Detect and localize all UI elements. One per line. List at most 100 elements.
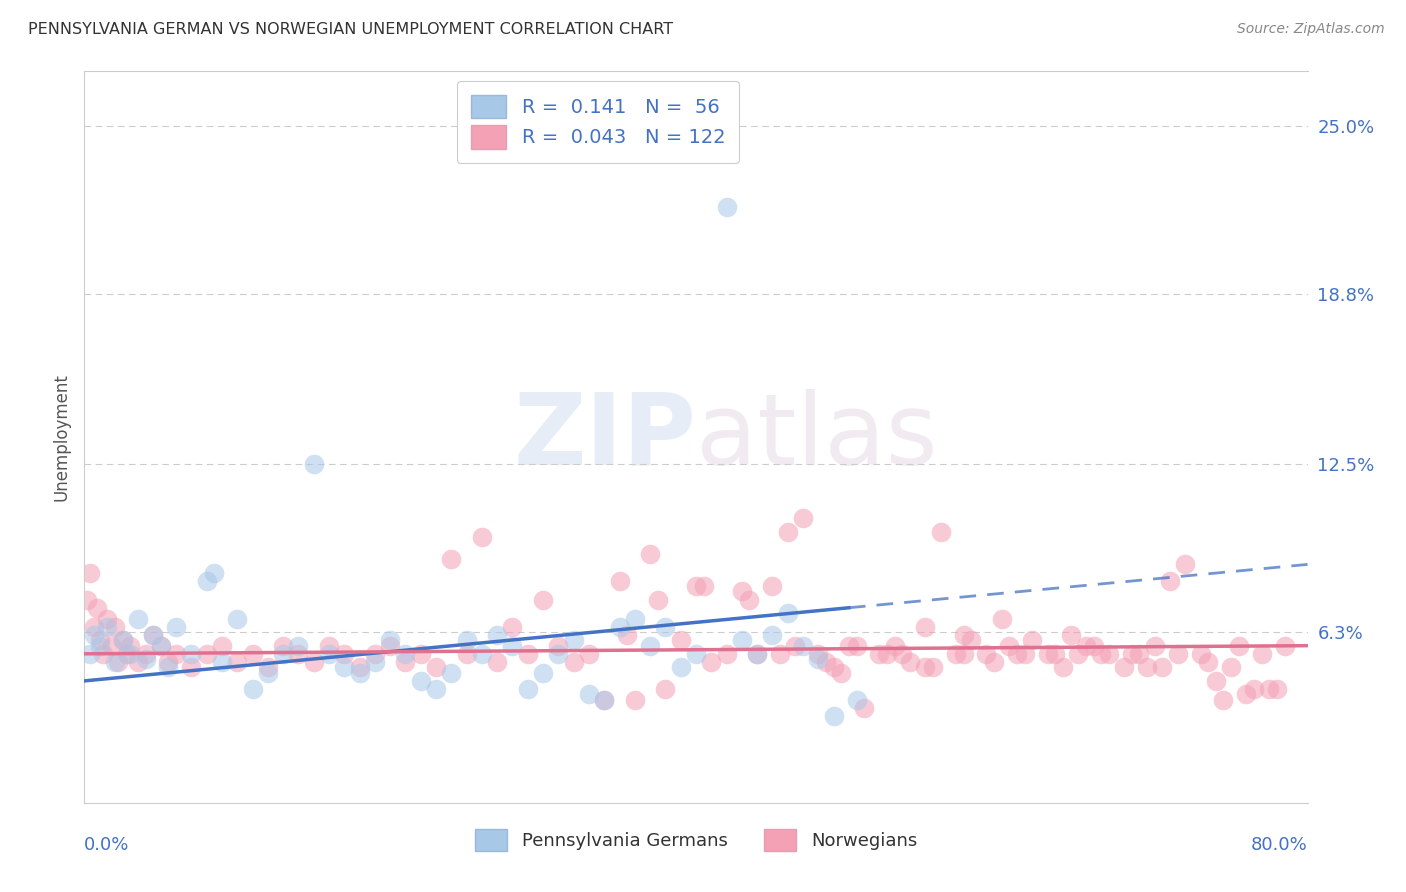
- Point: [1174, 558, 1197, 572]
- Point: [86, 600, 108, 615]
- Point: [157, 660, 180, 674]
- Point: [226, 611, 249, 625]
- Point: [79, 566, 101, 580]
- Point: [700, 655, 723, 669]
- Point: [149, 639, 172, 653]
- Point: [945, 647, 967, 661]
- Point: [578, 647, 600, 661]
- Point: [76, 592, 98, 607]
- Point: [242, 681, 264, 696]
- Text: Source: ZipAtlas.com: Source: ZipAtlas.com: [1237, 22, 1385, 37]
- Point: [440, 665, 463, 680]
- Point: [364, 647, 387, 661]
- Point: [333, 647, 356, 661]
- Point: [502, 620, 524, 634]
- Point: [271, 639, 294, 653]
- Point: [647, 592, 669, 607]
- Point: [998, 639, 1021, 653]
- Point: [211, 655, 233, 669]
- Point: [952, 628, 974, 642]
- Point: [516, 647, 538, 661]
- Point: [776, 524, 799, 539]
- Point: [104, 655, 127, 669]
- Point: [531, 665, 554, 680]
- Point: [823, 709, 845, 723]
- Point: [761, 579, 783, 593]
- Point: [1014, 647, 1036, 661]
- Point: [425, 681, 447, 696]
- Point: [127, 611, 149, 625]
- Point: [394, 655, 416, 669]
- Point: [845, 639, 868, 653]
- Point: [1121, 647, 1143, 661]
- Point: [761, 628, 783, 642]
- Point: [89, 633, 111, 648]
- Point: [271, 647, 294, 661]
- Point: [257, 665, 280, 680]
- Point: [807, 652, 830, 666]
- Point: [1265, 681, 1288, 696]
- Point: [135, 652, 157, 666]
- Point: [380, 633, 402, 648]
- Point: [1045, 647, 1067, 661]
- Point: [1136, 660, 1159, 674]
- Point: [792, 511, 814, 525]
- Point: [952, 647, 974, 661]
- Point: [991, 611, 1014, 625]
- Point: [929, 524, 952, 539]
- Point: [502, 639, 524, 653]
- Point: [876, 647, 898, 661]
- Point: [731, 584, 754, 599]
- Point: [983, 655, 1005, 669]
- Point: [96, 611, 118, 625]
- Point: [1052, 660, 1074, 674]
- Point: [823, 660, 845, 674]
- Point: [104, 620, 127, 634]
- Point: [180, 647, 202, 661]
- Point: [1243, 681, 1265, 696]
- Point: [792, 639, 814, 653]
- Point: [785, 639, 807, 653]
- Point: [302, 457, 325, 471]
- Point: [111, 633, 134, 648]
- Point: [83, 628, 105, 642]
- Point: [318, 639, 340, 653]
- Point: [1152, 660, 1174, 674]
- Point: [165, 620, 187, 634]
- Point: [149, 639, 172, 653]
- Point: [853, 701, 876, 715]
- Point: [1212, 693, 1234, 707]
- Point: [1236, 688, 1258, 702]
- Point: [1074, 639, 1097, 653]
- Point: [769, 647, 792, 661]
- Point: [669, 633, 692, 648]
- Point: [609, 620, 631, 634]
- Point: [486, 628, 509, 642]
- Point: [914, 620, 936, 634]
- Point: [593, 693, 616, 707]
- Point: [1143, 639, 1166, 653]
- Point: [202, 566, 225, 580]
- Point: [830, 665, 852, 680]
- Point: [1098, 647, 1121, 661]
- Point: [211, 639, 233, 653]
- Point: [165, 647, 187, 661]
- Text: 80.0%: 80.0%: [1251, 836, 1308, 854]
- Point: [976, 647, 998, 661]
- Point: [157, 655, 180, 669]
- Point: [807, 647, 830, 661]
- Point: [747, 647, 769, 661]
- Point: [1114, 660, 1136, 674]
- Point: [425, 660, 447, 674]
- Text: PENNSYLVANIA GERMAN VS NORWEGIAN UNEMPLOYMENT CORRELATION CHART: PENNSYLVANIA GERMAN VS NORWEGIAN UNEMPLO…: [28, 22, 673, 37]
- Point: [1167, 647, 1189, 661]
- Point: [692, 579, 714, 593]
- Point: [1220, 660, 1243, 674]
- Point: [516, 681, 538, 696]
- Point: [685, 579, 707, 593]
- Point: [226, 655, 249, 669]
- Point: [349, 665, 371, 680]
- Point: [380, 639, 402, 653]
- Point: [869, 647, 891, 661]
- Point: [562, 655, 585, 669]
